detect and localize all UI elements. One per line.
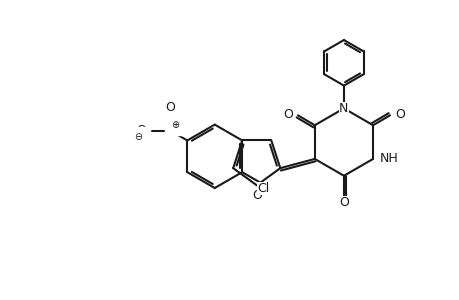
Text: O: O [136, 124, 146, 137]
Text: NH: NH [379, 152, 398, 165]
Text: N: N [338, 102, 348, 115]
Text: Cl: Cl [257, 182, 269, 194]
Text: O: O [251, 189, 261, 202]
Text: O: O [282, 108, 292, 121]
Text: O: O [394, 108, 404, 121]
Text: ⊖: ⊖ [134, 133, 142, 142]
Text: O: O [338, 196, 348, 209]
Text: ⊕: ⊕ [171, 120, 179, 130]
Text: N: N [165, 124, 174, 137]
Text: O: O [165, 101, 175, 114]
